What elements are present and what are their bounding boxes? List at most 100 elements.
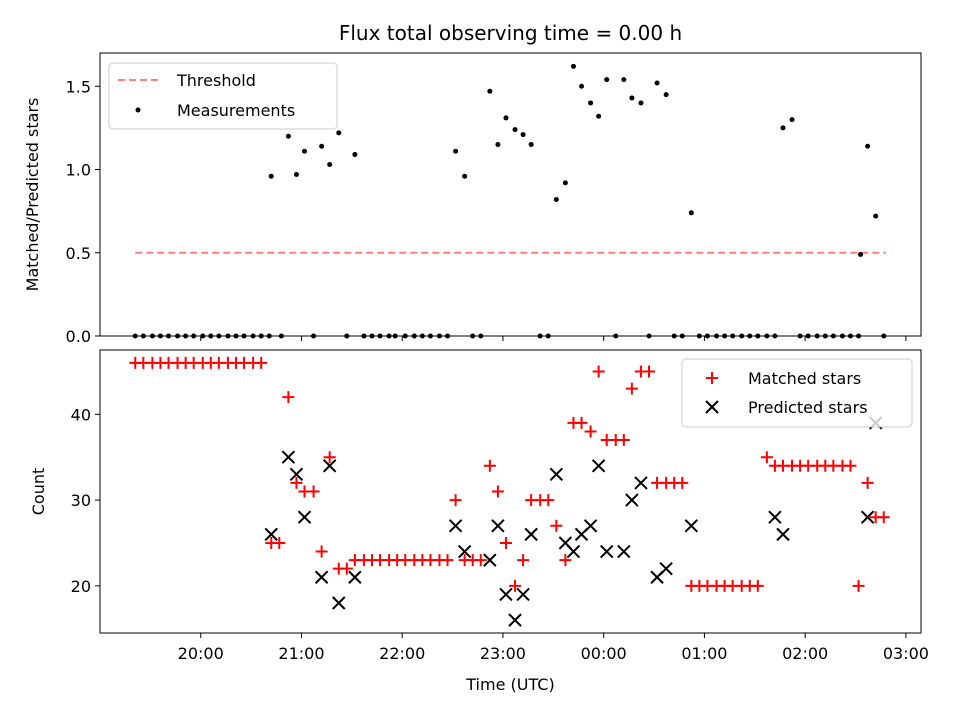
matched-stars-point xyxy=(844,459,857,472)
measurement-point xyxy=(503,115,509,121)
matched-stars-point xyxy=(852,579,865,592)
predicted-stars-point xyxy=(483,553,497,567)
predicted-stars-point xyxy=(599,544,614,559)
matched-stars-point xyxy=(760,451,773,464)
legend-matched-label: Matched stars xyxy=(748,369,861,388)
predicted-stars-point xyxy=(625,493,639,507)
y-tick-label: 40 xyxy=(71,405,91,424)
measurement-point xyxy=(621,77,627,83)
measurement-point xyxy=(780,125,786,131)
matched-stars-point xyxy=(340,562,353,575)
bottom-axes-frame xyxy=(99,349,922,634)
measurement-point xyxy=(865,143,871,149)
legend-predicted-swatch xyxy=(705,400,719,414)
matched-stars-point xyxy=(282,391,295,404)
measurement-point xyxy=(336,130,342,136)
measurement-point xyxy=(285,133,291,139)
predicted-stars-point xyxy=(583,519,598,533)
measurement-point xyxy=(512,127,518,133)
measurement-point xyxy=(588,100,594,106)
predicted-stars-point xyxy=(314,570,329,584)
x-tick-label: 21:00 xyxy=(278,644,324,663)
matched-stars-point xyxy=(323,451,336,464)
predicted-stars-point xyxy=(516,587,530,602)
matched-stars-point xyxy=(509,579,522,592)
bottom-legend-box xyxy=(681,358,913,428)
predicted-stars-point xyxy=(524,527,538,542)
measurement-point xyxy=(562,180,568,186)
predicted-stars-point xyxy=(457,544,472,559)
measurement-point xyxy=(570,63,576,69)
matched-stars-point xyxy=(441,554,454,567)
predicted-stars-point xyxy=(617,544,631,559)
bottom-panel: 20 30 40 20:00 21:00 22:00 23:00 00:00 01:00 02:… xyxy=(29,349,929,694)
x-tick-label: 23:00 xyxy=(480,644,526,663)
measurement-point xyxy=(663,92,669,98)
y-tick-label: 0.0 xyxy=(66,327,91,346)
measurement-point xyxy=(268,173,274,179)
top-y-ticks: 0.0 0.5 1.0 1.5 xyxy=(66,77,100,346)
matched-stars-point xyxy=(584,425,597,438)
measurement-point xyxy=(688,210,694,216)
matched-stars-point xyxy=(617,434,630,447)
y-tick-label: 1.0 xyxy=(66,161,91,180)
predicted-stars-point xyxy=(566,544,581,559)
predicted-stars-point xyxy=(348,570,362,584)
matched-stars-point xyxy=(449,494,462,507)
measurement-point xyxy=(319,143,325,149)
predicted-stars-point xyxy=(768,510,782,524)
matched-stars-point xyxy=(474,554,487,567)
predicted-stars-point xyxy=(659,561,673,576)
matched-stars-point xyxy=(307,485,320,498)
predicted-stars-point xyxy=(264,527,278,542)
legend-measurements-label: Measurements xyxy=(177,101,295,120)
measurement-point xyxy=(579,83,585,89)
matched-stars-point xyxy=(861,476,874,489)
measurement-point xyxy=(528,142,534,148)
matched-stars-point xyxy=(499,536,512,549)
matched-stars-point xyxy=(559,554,572,567)
x-tick-label: 22:00 xyxy=(379,644,425,663)
predicted-stars-point xyxy=(322,459,337,473)
matched-stars-point xyxy=(592,365,605,378)
bottom-y-ticks: 20 30 40 xyxy=(71,405,100,596)
measurement-point xyxy=(293,172,299,178)
predicted-stars-point xyxy=(591,459,606,473)
matched-stars-point xyxy=(491,485,504,498)
legend-measurements-swatch xyxy=(135,107,141,113)
predicted-stars-point xyxy=(491,519,505,533)
matched-stars-point xyxy=(290,476,303,489)
bottom-plot-marks xyxy=(129,356,890,627)
y-tick-label: 1.5 xyxy=(66,77,91,96)
legend-predicted-label: Predicted stars xyxy=(748,398,868,417)
x-tick-label: 03:00 xyxy=(883,644,929,663)
matched-stars-point xyxy=(542,494,555,507)
top-y-axis-label: Matched/Predicted stars xyxy=(23,98,42,292)
measurement-point xyxy=(858,251,864,257)
y-tick-label: 20 xyxy=(71,577,91,596)
matched-stars-point xyxy=(483,459,496,472)
predicted-stars-point xyxy=(332,596,346,610)
measurement-point xyxy=(453,148,459,154)
y-tick-label: 0.5 xyxy=(66,244,91,263)
x-tick-label: 02:00 xyxy=(782,644,828,663)
measurement-point xyxy=(596,113,602,119)
measurement-point xyxy=(789,117,795,123)
measurement-point xyxy=(487,88,493,94)
top-axes-frame xyxy=(99,52,922,337)
measurement-point xyxy=(495,142,501,148)
measurement-point xyxy=(873,213,879,219)
top-legend: Threshold Measurements xyxy=(108,62,338,130)
measurement-point xyxy=(638,100,644,106)
measurement-point xyxy=(462,173,468,179)
y-tick-label: 30 xyxy=(71,491,91,510)
matched-stars-point xyxy=(625,382,638,395)
predicted-stars-point xyxy=(508,613,522,627)
matched-stars-point xyxy=(273,536,286,549)
top-panel: 0.0 0.5 1.0 1.5 Matched/Predicted stars Thr… xyxy=(23,52,922,346)
measurement-point xyxy=(553,196,559,202)
chart-title: Flux total observing time = 0.00 h xyxy=(339,21,682,45)
predicted-stars-point xyxy=(634,476,648,490)
bottom-legend: Matched stars Predicted stars xyxy=(681,358,913,428)
predicted-stars-point xyxy=(549,467,564,482)
